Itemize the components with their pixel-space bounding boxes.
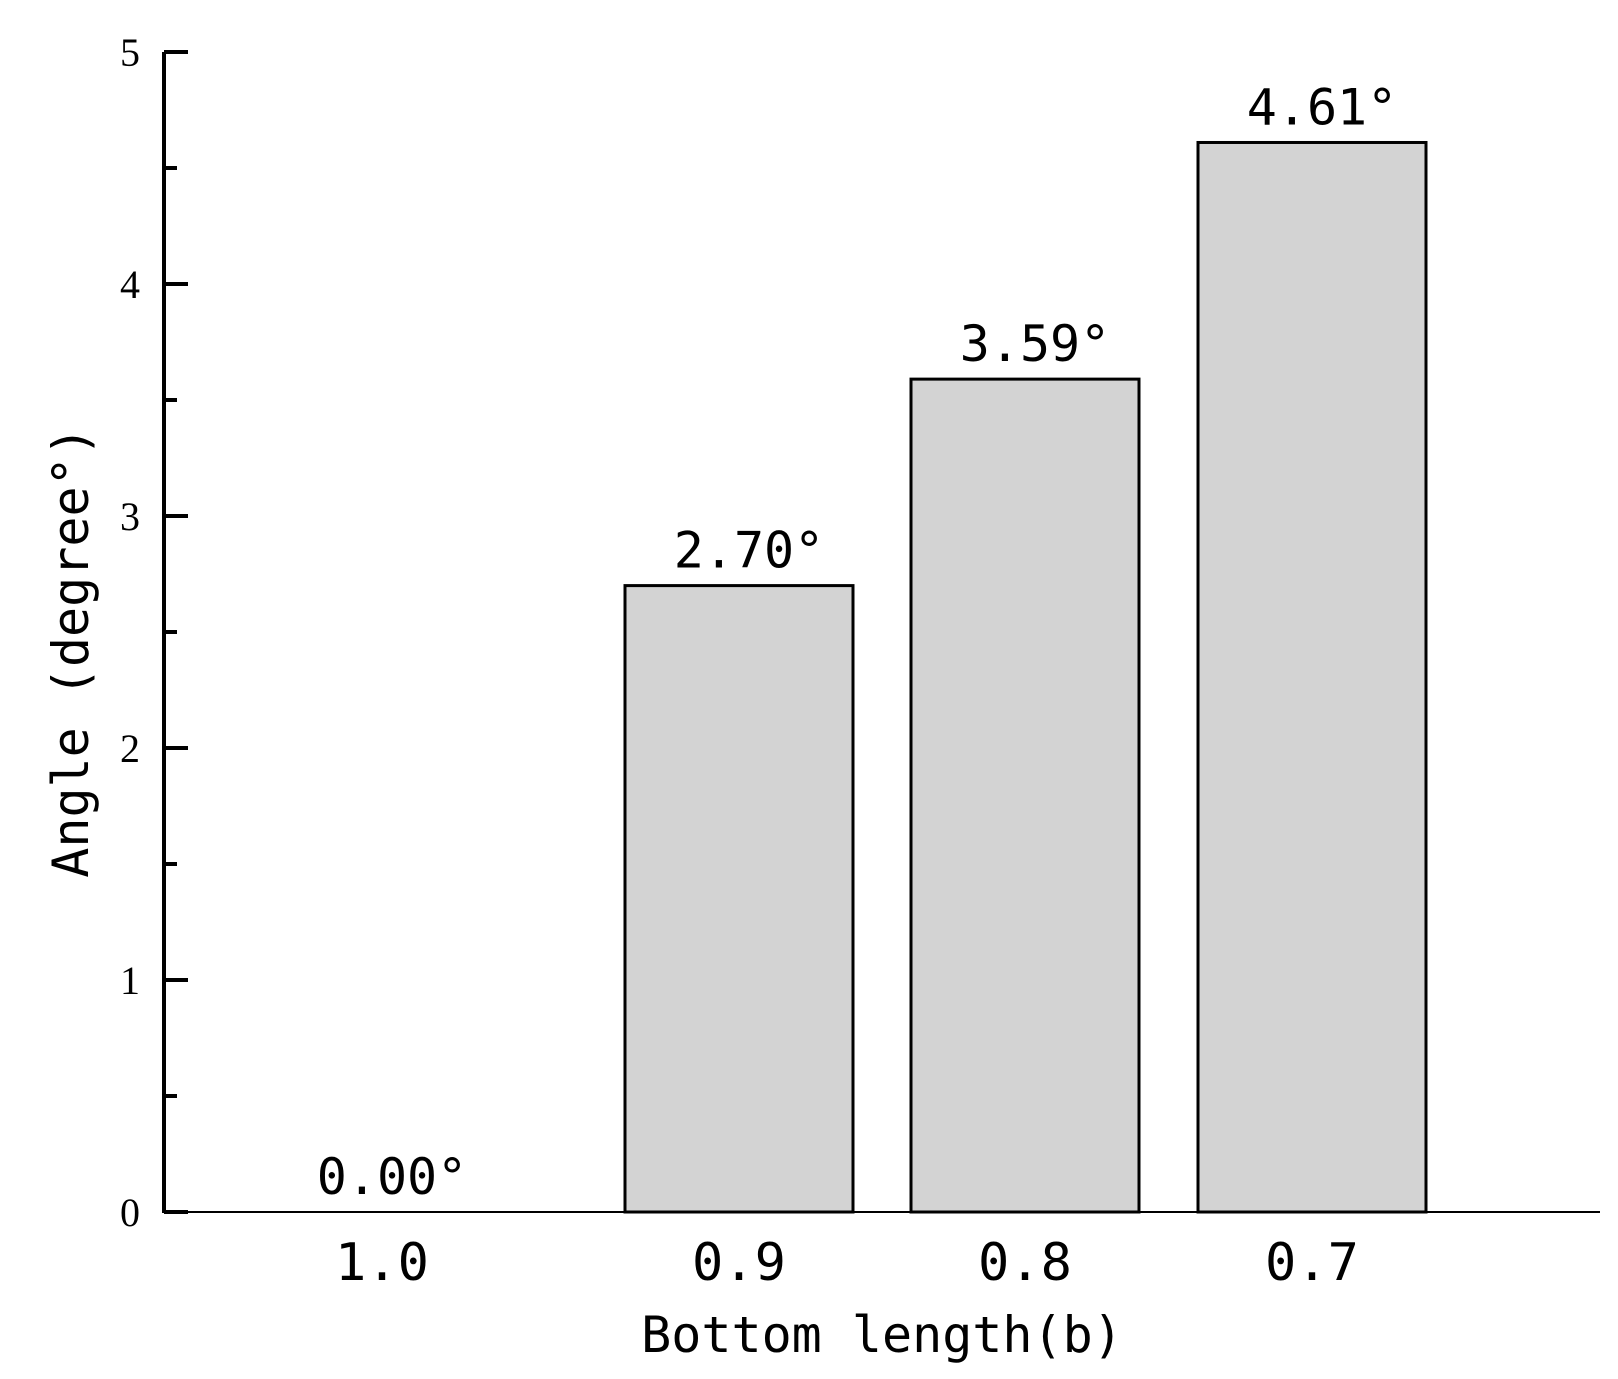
x-tick-label: 0.7	[1265, 1233, 1359, 1293]
labels-layer: 0 1 2 3 4 5 1.0 0.9 0.8 0.7 0.00° 2.70° 3.59° 4.61° Bo…	[42, 30, 1397, 1364]
data-label: 4.61°	[1247, 78, 1398, 136]
x-tick-label: 0.9	[692, 1233, 786, 1293]
y-tick-label: 3	[120, 494, 140, 539]
y-tick-label: 0	[120, 1190, 140, 1235]
bar-0.8	[909, 377, 1141, 1214]
y-axis-title: Angle (degree°)	[42, 426, 100, 878]
bar-0.7	[1196, 140, 1428, 1214]
x-tick-label: 0.8	[978, 1233, 1072, 1293]
bars-layer	[623, 140, 1428, 1214]
y-tick-label: 2	[120, 726, 140, 771]
bar-0.9	[623, 584, 855, 1214]
data-label: 2.70°	[674, 522, 825, 580]
y-tick-label: 1	[120, 958, 140, 1003]
x-tick-label: 1.0	[335, 1233, 429, 1293]
y-tick-label: 4	[120, 262, 140, 307]
data-label: 3.59°	[960, 315, 1111, 373]
axes-layer	[162, 50, 1600, 1214]
y-tick-label: 5	[120, 30, 140, 75]
data-label: 0.00°	[317, 1148, 468, 1206]
x-axis-title: Bottom length(b)	[641, 1306, 1123, 1364]
